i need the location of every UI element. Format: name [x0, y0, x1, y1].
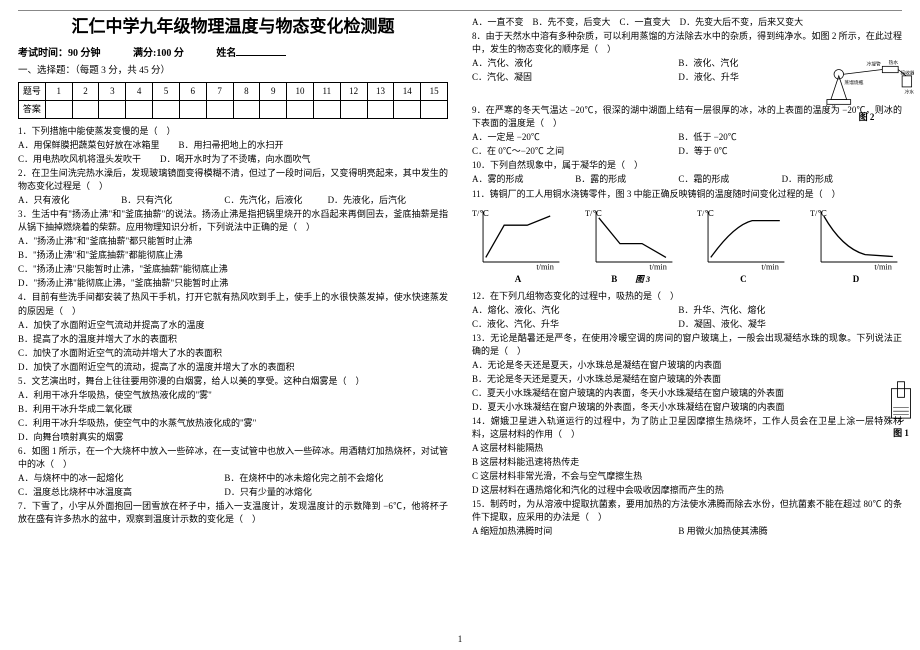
svg-text:接收器: 接收器 [901, 69, 914, 76]
q13: 13．无论是酷暑还是严冬，在使用冷暖空调的房间的窗户玻璃上，一般会出现凝结水珠的… [472, 332, 902, 358]
q3: 3．生活中有"扬汤止沸"和"釜底抽薪"的说法。扬汤止沸是指把锅里烧开的水舀起来再… [18, 208, 448, 234]
q8: 8．由于天然水中溶有多种杂质，可以利用蒸馏的方法除去水中的杂质，得到纯净水。如图… [472, 30, 902, 56]
svg-text:热水: 热水 [889, 60, 899, 66]
q12: 12．在下列几组物态变化的过程中，吸热的是（ ） [472, 290, 902, 303]
figure-1: 图 1 [888, 380, 914, 440]
svg-text:t/min: t/min [536, 262, 553, 271]
q11: 11．铸铜厂的工人用铜水浇铸零件，图 3 中能正确反映铸铜的温度随时间变化过程的… [472, 188, 902, 201]
q2: 2．在卫生间洗完热水澡后，发现玻璃镜面变得模糊不清，但过了一段时间后，又变得明亮… [18, 167, 448, 193]
svg-text:T/℃: T/℃ [585, 209, 602, 218]
q1: 1．下列措施中能使蒸发变慢的是（ ） [18, 125, 448, 138]
q15: 15．制药时，为从溶液中提取抗菌素，要用加热的方法使水沸腾而除去水份，但抗菌素不… [472, 498, 902, 524]
svg-text:冷凝管: 冷凝管 [867, 61, 882, 68]
figure-3-graphs: T/℃t/min A T/℃t/min B 图 3 T/℃t/min C [472, 205, 902, 286]
page-title: 汇仁中学九年级物理温度与物态变化检测题 [18, 15, 448, 40]
q14: 14．嫦娥卫星进入轨道运行的过程中，为了防止卫星因摩擦生热烧坏，工作人员会在卫星… [472, 415, 902, 441]
svg-text:冷水: 冷水 [905, 88, 915, 95]
answer-table: 题号 123 456 789 101112 131415 答案 [18, 82, 448, 119]
page-number: 1 [458, 633, 463, 646]
q4: 4．目前有些洗手间都安装了热风干手机，打开它就有热风吹到手上，使手上的水很快蒸发… [18, 291, 448, 317]
q7-opts: A．一直不变 B．先不变，后变大 C．一直变大 D．先变大后不变，后来又变大 [472, 16, 902, 29]
q7: 7．下雪了，小宇从外面抱回一团雪放在杯子中，插入一支温度计，发现温度计的示数降到… [18, 500, 448, 526]
q6: 6．如图 1 所示，在一个大烧杯中放入一些碎冰，在一支试管中也放入一些碎冰。用酒… [18, 445, 448, 471]
figure-2: 热水 冷凝管 接收器 蒸馏烧瓶 冷水 图 2 [819, 60, 914, 124]
q10: 10．下列自然现象中，属于凝华的是（ ） [472, 159, 902, 172]
svg-text:T/℃: T/℃ [697, 209, 714, 218]
section-heading: 一、选择题：（每题 3 分，共 45 分） [18, 65, 448, 79]
q5: 5．文艺演出时，舞台上往往要用弥漫的白烟雾，给人以美的享受。这种白烟雾是（ ） [18, 375, 448, 388]
exam-meta: 考试时间：90 分钟 满分:100 分 姓名 [18, 46, 448, 62]
svg-text:蒸馏烧瓶: 蒸馏烧瓶 [844, 79, 863, 86]
svg-text:t/min: t/min [874, 262, 891, 271]
svg-text:t/min: t/min [762, 262, 779, 271]
svg-text:T/℃: T/℃ [472, 209, 489, 218]
svg-text:t/min: t/min [649, 262, 666, 271]
